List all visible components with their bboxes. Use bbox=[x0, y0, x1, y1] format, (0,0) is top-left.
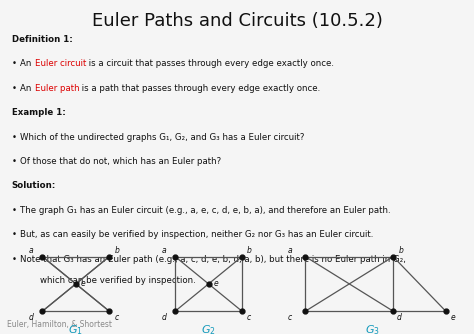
Text: •: • bbox=[12, 84, 17, 93]
Text: d: d bbox=[162, 313, 166, 322]
Text: •: • bbox=[12, 59, 17, 68]
Text: a: a bbox=[162, 245, 166, 255]
Text: c: c bbox=[114, 313, 118, 322]
Text: Definition 1:: Definition 1: bbox=[12, 35, 73, 44]
Text: which can be verified by inspection.: which can be verified by inspection. bbox=[40, 276, 196, 285]
Text: e: e bbox=[451, 313, 456, 322]
Text: $G_3$: $G_3$ bbox=[365, 324, 380, 334]
Text: Note that G₃ has an Euler path (e.g., a, c, d, e, b, d, a, b), but there is no E: Note that G₃ has an Euler path (e.g., a,… bbox=[20, 255, 406, 264]
Text: Euler path: Euler path bbox=[35, 84, 79, 93]
Text: a: a bbox=[288, 245, 292, 255]
Text: d: d bbox=[397, 313, 401, 322]
Text: Euler Paths and Circuits (10.5.2): Euler Paths and Circuits (10.5.2) bbox=[91, 12, 383, 30]
Text: d: d bbox=[29, 313, 34, 322]
Text: e: e bbox=[81, 279, 86, 288]
Text: •: • bbox=[12, 206, 17, 215]
Text: An: An bbox=[20, 59, 35, 68]
Text: is a circuit that passes through every edge exactly once.: is a circuit that passes through every e… bbox=[86, 59, 334, 68]
Text: Which of the undirected graphs G₁, G₂, and G₃ has a Euler circuit?: Which of the undirected graphs G₁, G₂, a… bbox=[20, 133, 305, 142]
Text: b: b bbox=[398, 245, 403, 255]
Text: Solution:: Solution: bbox=[12, 181, 56, 190]
Text: is a path that passes through every edge exactly once.: is a path that passes through every edge… bbox=[79, 84, 320, 93]
Text: The graph G₁ has an Euler circuit (e.g., a, e, c, d, e, b, a), and therefore an : The graph G₁ has an Euler circuit (e.g.,… bbox=[20, 206, 391, 215]
Text: But, as can easily be verified by inspection, neither G₂ nor G₃ has an Euler cir: But, as can easily be verified by inspec… bbox=[20, 230, 374, 239]
Text: c: c bbox=[288, 313, 292, 322]
Text: c: c bbox=[247, 313, 251, 322]
Text: e: e bbox=[214, 279, 219, 288]
Text: Example 1:: Example 1: bbox=[12, 108, 65, 117]
Text: b: b bbox=[114, 245, 119, 255]
Text: An: An bbox=[20, 84, 35, 93]
Text: •: • bbox=[12, 133, 17, 142]
Text: $G_2$: $G_2$ bbox=[201, 324, 216, 334]
Text: Euler circuit: Euler circuit bbox=[35, 59, 86, 68]
Text: $G_1$: $G_1$ bbox=[68, 324, 83, 334]
Text: •: • bbox=[12, 230, 17, 239]
Text: Of those that do not, which has an Euler path?: Of those that do not, which has an Euler… bbox=[20, 157, 221, 166]
Text: •: • bbox=[12, 255, 17, 264]
Text: Euler, Hamilton, & Shortest: Euler, Hamilton, & Shortest bbox=[7, 320, 112, 329]
Text: b: b bbox=[247, 245, 252, 255]
Text: •: • bbox=[12, 157, 17, 166]
Text: a: a bbox=[29, 245, 34, 255]
